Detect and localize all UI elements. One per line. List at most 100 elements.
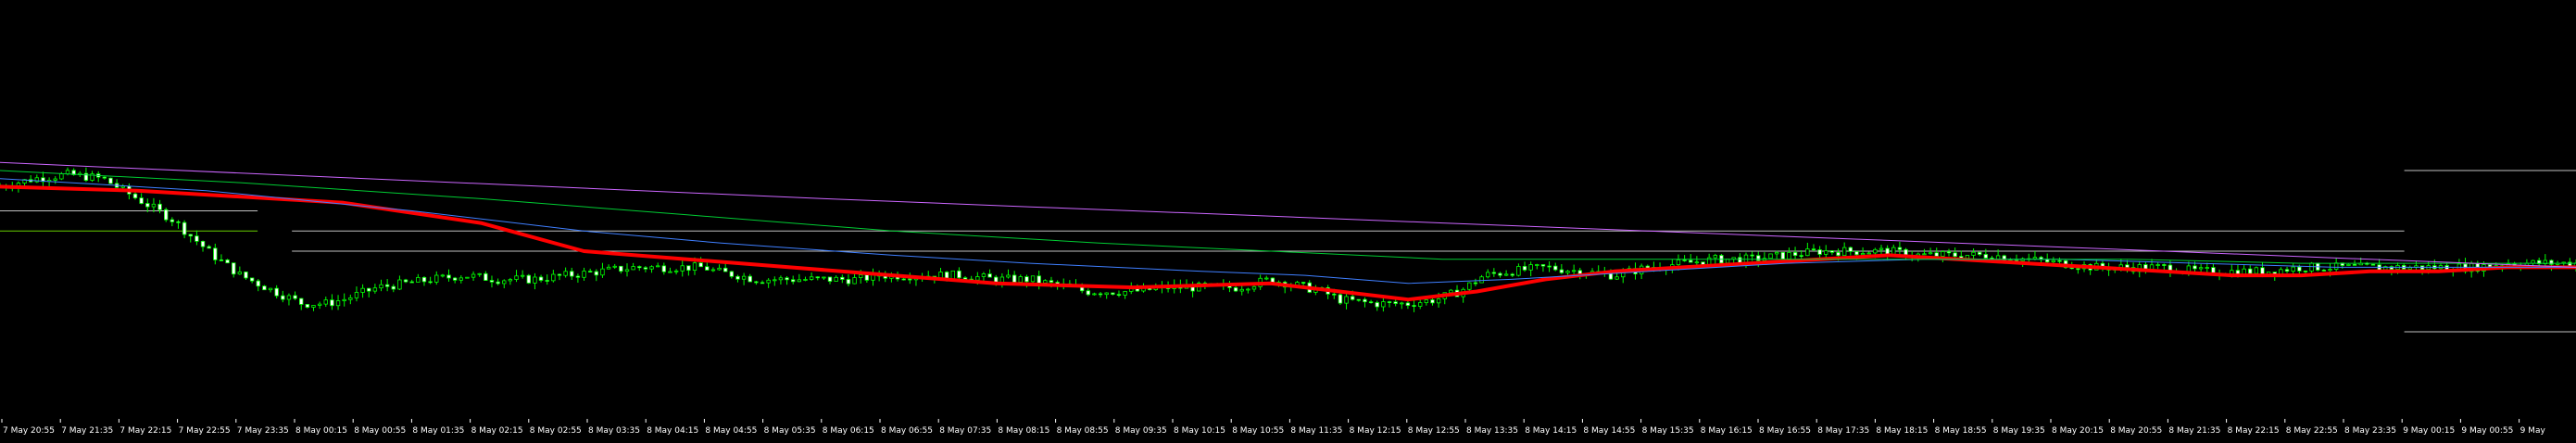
candle-body bbox=[1301, 282, 1306, 284]
x-tick-label: 7 May 22:55 bbox=[179, 426, 231, 436]
candle-body bbox=[834, 276, 838, 282]
candle-body bbox=[1098, 293, 1103, 296]
candle-body bbox=[545, 280, 549, 282]
candle-body bbox=[305, 304, 310, 308]
candle-body bbox=[538, 276, 544, 281]
candle-body bbox=[1866, 252, 1871, 255]
x-tick-label: 8 May 04:15 bbox=[647, 426, 698, 436]
candle-body bbox=[729, 271, 735, 277]
candle-body bbox=[1037, 275, 1041, 284]
candle-body bbox=[1400, 302, 1404, 305]
x-tick-label: 8 May 23:35 bbox=[2344, 426, 2396, 436]
candle-body bbox=[471, 273, 476, 278]
candle-body bbox=[90, 173, 94, 181]
candle-body bbox=[1922, 253, 1927, 256]
candle-body bbox=[2352, 263, 2357, 266]
candle-body bbox=[1522, 266, 1527, 271]
candle-body bbox=[859, 274, 863, 278]
candle-body bbox=[533, 276, 537, 284]
candle-body bbox=[164, 209, 169, 221]
candle-body bbox=[2260, 267, 2265, 275]
moving-average-line bbox=[0, 170, 2576, 264]
candle-body bbox=[157, 203, 162, 210]
candle-body bbox=[1006, 274, 1011, 278]
candle-body bbox=[1473, 282, 1478, 285]
candle-body bbox=[957, 270, 961, 279]
candle-body bbox=[1571, 270, 1577, 272]
candle-body bbox=[735, 275, 740, 280]
candle-body bbox=[1934, 252, 1939, 257]
candle-body bbox=[1873, 248, 1878, 254]
candle-body bbox=[459, 277, 463, 281]
candle-body bbox=[65, 170, 70, 175]
candle-body bbox=[526, 274, 532, 284]
candle-body bbox=[1012, 274, 1017, 283]
candle-body bbox=[1725, 259, 1730, 264]
x-tick-label: 8 May 06:55 bbox=[881, 426, 933, 436]
candle-body bbox=[1393, 301, 1398, 304]
candle-body bbox=[256, 280, 260, 287]
candle-body bbox=[1024, 276, 1029, 283]
candle-body bbox=[908, 278, 912, 281]
candle-body bbox=[1836, 251, 1841, 257]
candle-body bbox=[323, 299, 328, 305]
candle-body bbox=[778, 277, 784, 281]
candle-body bbox=[391, 285, 396, 290]
candle-body bbox=[717, 267, 722, 271]
candle-body bbox=[170, 219, 175, 222]
candle-body bbox=[2543, 259, 2548, 265]
candle-body bbox=[299, 297, 304, 305]
x-tick-label: 8 May 11:35 bbox=[1290, 426, 1342, 436]
candle-body bbox=[1805, 248, 1810, 257]
candle-body bbox=[465, 276, 470, 279]
candle-body bbox=[680, 265, 685, 272]
candle-body bbox=[962, 277, 968, 280]
candle-body bbox=[132, 193, 138, 198]
candle-body bbox=[803, 279, 808, 281]
candle-body bbox=[637, 266, 642, 269]
candle-body bbox=[1547, 265, 1552, 268]
candle-body bbox=[452, 277, 458, 281]
x-tick-label: 8 May 12:15 bbox=[1350, 426, 1401, 436]
x-tick-label: 7 May 22:15 bbox=[119, 426, 171, 436]
candle-body bbox=[262, 285, 267, 291]
candle-body bbox=[1375, 302, 1379, 308]
candle-body bbox=[1043, 280, 1048, 284]
candle-body bbox=[213, 247, 218, 260]
candle-body bbox=[582, 271, 586, 278]
x-tick-label: 7 May 21:35 bbox=[61, 426, 113, 436]
candle-body bbox=[2155, 264, 2160, 266]
candle-body bbox=[520, 274, 525, 277]
candle-body bbox=[1535, 264, 1539, 266]
candle-body bbox=[1682, 259, 1687, 261]
x-tick-label: 8 May 12:55 bbox=[1408, 426, 1460, 436]
candle-body bbox=[1516, 266, 1521, 276]
moving-average-line bbox=[0, 161, 2576, 268]
candle-body bbox=[846, 279, 851, 285]
candle-body bbox=[1829, 250, 1835, 253]
candle-body bbox=[612, 265, 617, 268]
candle-body bbox=[1018, 276, 1023, 283]
candle-body bbox=[2291, 266, 2295, 272]
candle-body bbox=[1811, 248, 1816, 251]
candle-body bbox=[1503, 273, 1509, 276]
candle-body bbox=[274, 287, 279, 297]
candle-body bbox=[624, 269, 630, 272]
candle-body bbox=[1841, 247, 1847, 257]
candle-body bbox=[1332, 293, 1337, 296]
x-tick-label: 8 May 20:15 bbox=[2052, 426, 2104, 436]
candle-body bbox=[864, 274, 870, 281]
x-tick-label: 7 May 23:35 bbox=[237, 426, 289, 436]
candle-body bbox=[2205, 267, 2209, 270]
candle-body bbox=[1928, 252, 1933, 255]
candle-body bbox=[502, 280, 507, 285]
candle-body bbox=[244, 272, 248, 279]
candle-body bbox=[1983, 254, 1989, 259]
candle-body bbox=[1787, 251, 1791, 259]
candle-body bbox=[698, 262, 703, 268]
candle-body bbox=[1854, 250, 1859, 256]
candle-body bbox=[2125, 264, 2130, 268]
candle-body bbox=[1350, 296, 1355, 300]
candle-body bbox=[489, 280, 495, 283]
